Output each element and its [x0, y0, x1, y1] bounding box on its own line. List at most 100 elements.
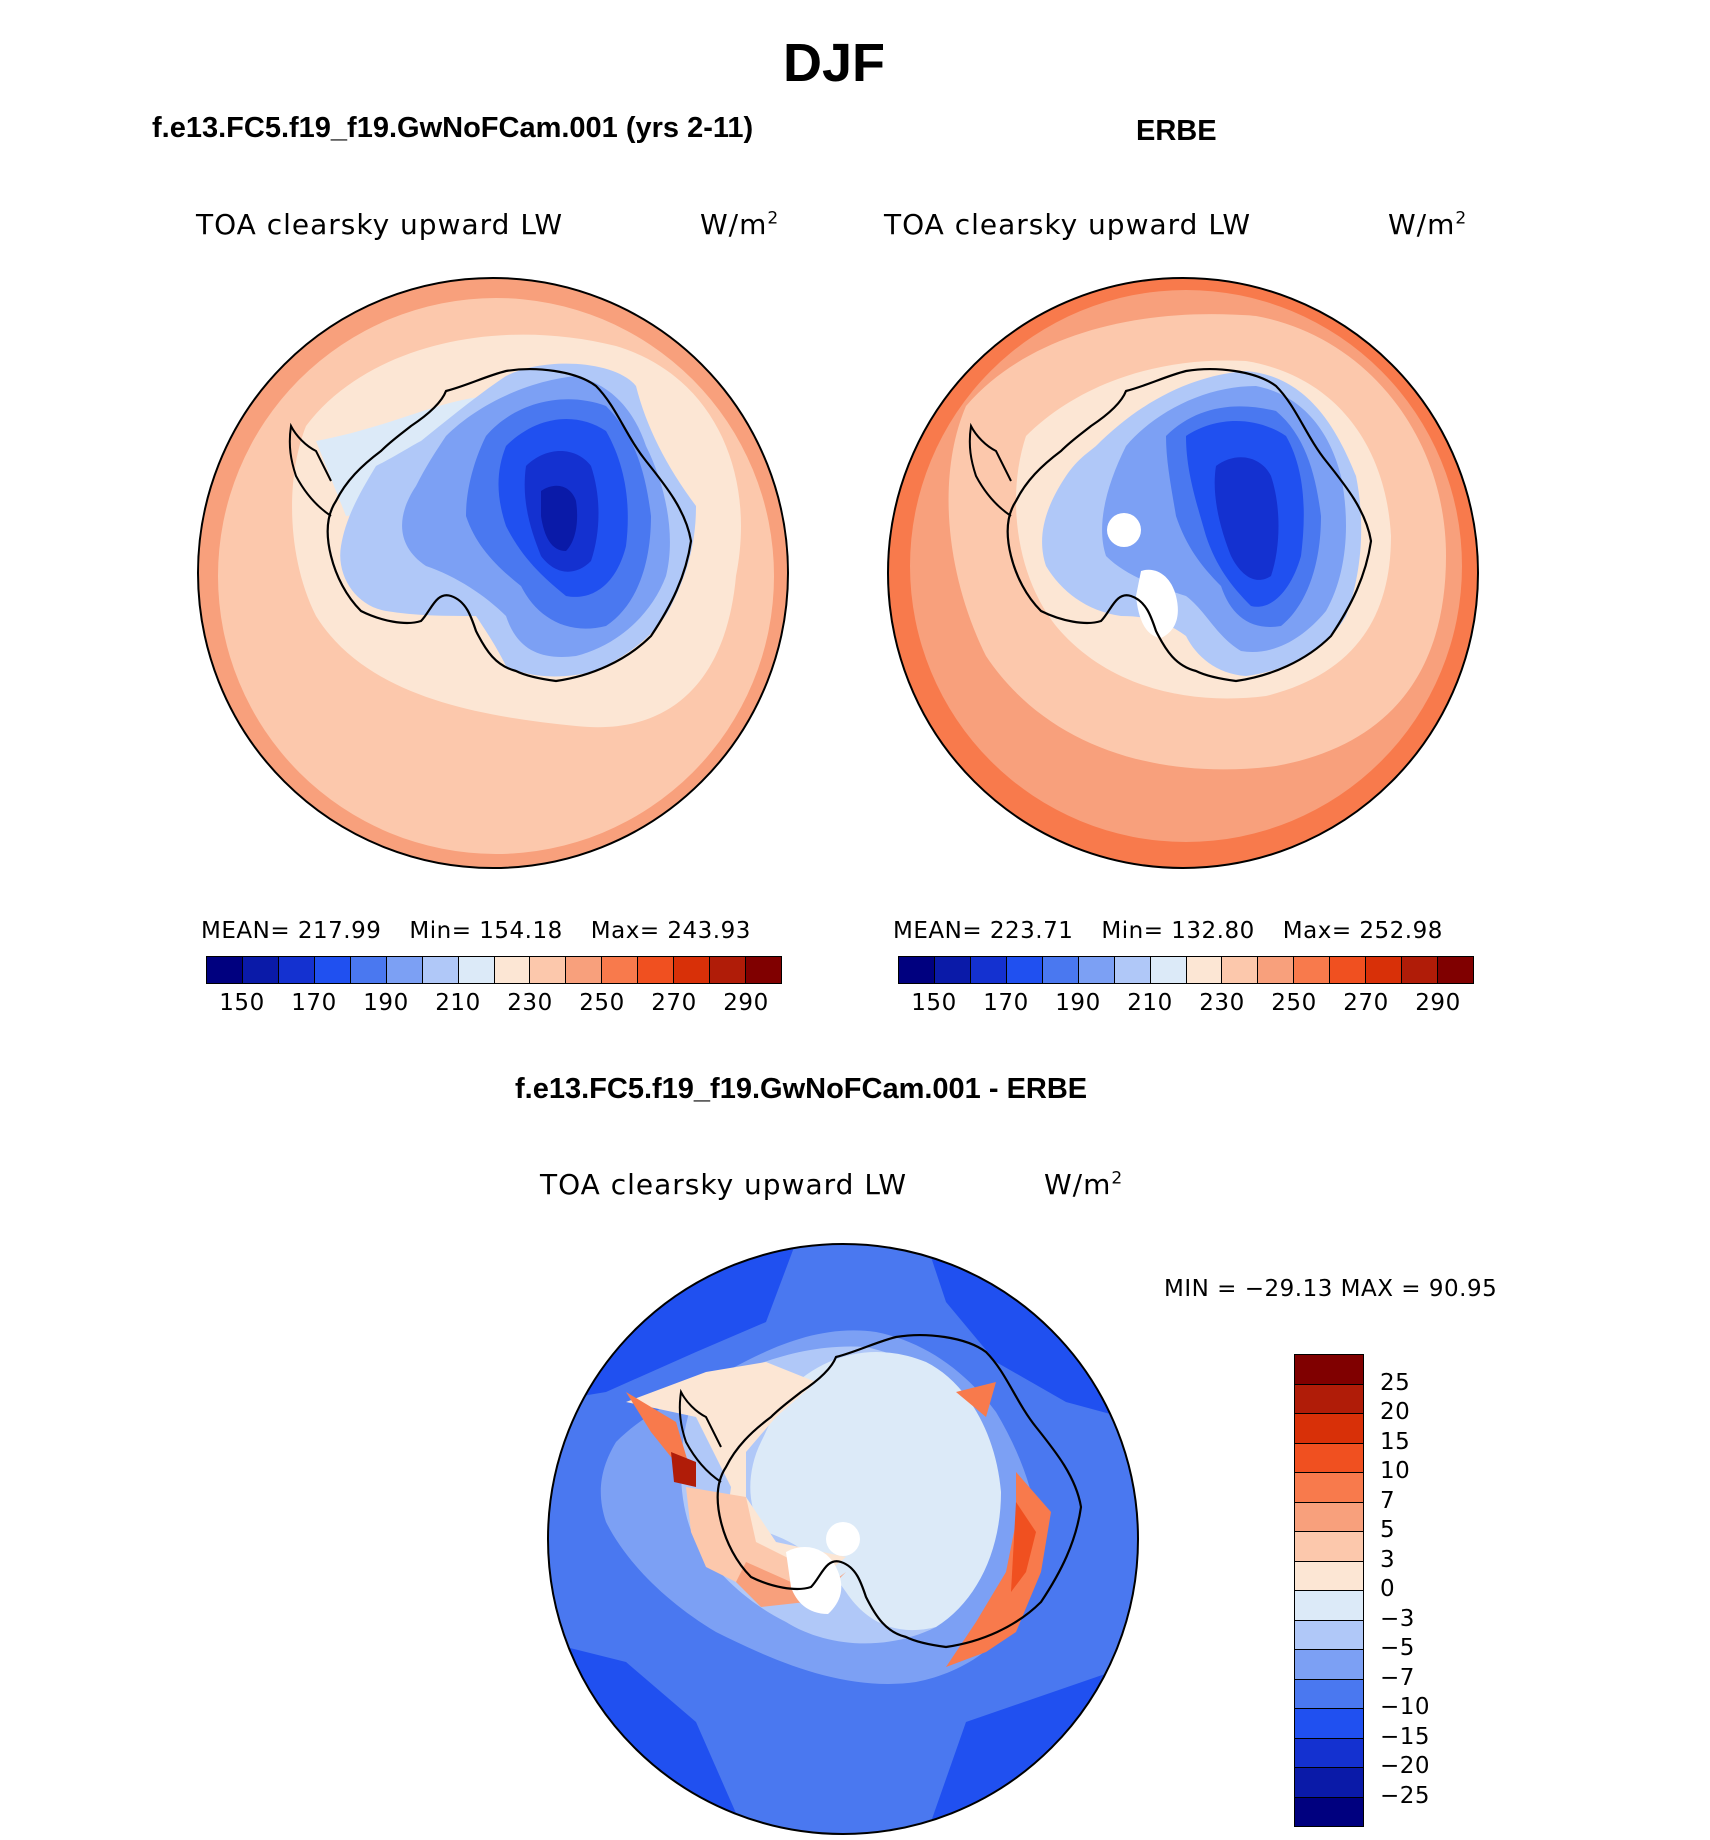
colorbar-swatch [1330, 957, 1367, 983]
colorbar-swatch [1295, 1443, 1363, 1473]
stats-obs: MEAN= 223.71 Min= 132.80 Max= 252.98 [893, 918, 1471, 944]
variable-label-diff: TOA clearsky upward LW [540, 1168, 908, 1201]
colorbar-swatch [1294, 957, 1331, 983]
colorbar-swatch [242, 957, 279, 983]
colorbar-tick-label: −5 [1380, 1635, 1415, 1661]
stat-mean: MEAN= 223.71 [893, 918, 1074, 944]
colorbar-obs: 150 170 190 210 230 250 270 290 [898, 956, 1474, 1016]
map-boundary [887, 277, 1479, 869]
colorbar-tick-label: 190 [363, 990, 409, 1016]
colorbar-swatch [934, 957, 971, 983]
units-label-model: W/m2 [700, 208, 780, 241]
colorbar-tick-label: 3 [1380, 1546, 1396, 1573]
colorbar-swatch [1006, 957, 1043, 983]
colorbar-swatches [1294, 1354, 1364, 1827]
colorbar-tick-label: −25 [1380, 1782, 1431, 1809]
colorbar-labels: 150 170 190 210 230 250 270 290 [206, 984, 782, 1016]
colorbar-tick-label: 230 [1199, 990, 1245, 1016]
colorbar-swatch [602, 957, 639, 983]
contour-band-3 [626, 1362, 846, 1597]
colorbar-swatch [970, 957, 1007, 983]
colorbar-tick-label: 150 [911, 990, 957, 1016]
colorbar-swatch [530, 957, 567, 983]
colorbar-swatch [386, 957, 423, 983]
stat-min: Min= 154.18 [409, 918, 563, 944]
colorbar-tick-label: −15 [1380, 1723, 1431, 1750]
colorbar-swatch [458, 957, 495, 983]
antarctic-peninsula-coastline [968, 422, 1012, 517]
colorbar-tick-label: 25 [1380, 1369, 1411, 1396]
colorbar-swatch [1295, 1414, 1363, 1444]
colorbar-swatch [638, 957, 675, 983]
colorbar-swatch [674, 957, 711, 983]
stat-min: Min= 132.80 [1101, 918, 1255, 944]
colorbar-swatch [899, 957, 935, 983]
colorbar-swatch [1295, 1768, 1363, 1798]
colorbar-tick-label: 190 [1055, 990, 1101, 1016]
colorbar-swatch [1150, 957, 1187, 983]
colorbar-tick-label: 150 [219, 990, 265, 1016]
antarctic-peninsula-coastline [288, 422, 332, 517]
pole-hole [826, 1522, 860, 1556]
colorbar-swatches [898, 956, 1474, 984]
polar-map-diff [547, 1243, 1139, 1835]
colorbar-labels: 150 170 190 210 230 250 270 290 [898, 984, 1474, 1016]
colorbar-swatch [1295, 1620, 1363, 1650]
colorbar-tick-label: 250 [1271, 990, 1317, 1016]
polar-map-obs [887, 277, 1479, 869]
colorbar-swatch [1295, 1502, 1363, 1532]
colorbar-tick-label: 270 [651, 990, 697, 1016]
colorbar-swatch [1295, 1650, 1363, 1680]
colorbar-tick-label: 290 [723, 990, 769, 1016]
colorbar-swatch [1402, 957, 1439, 983]
colorbar-swatch [1114, 957, 1151, 983]
colorbar-tick-label: 290 [1415, 990, 1461, 1016]
antarctica-coastline [326, 368, 693, 683]
stat-max: Max= 252.98 [1282, 918, 1443, 944]
colorbar-swatch [1295, 1473, 1363, 1503]
colorbar-swatch [278, 957, 315, 983]
colorbar-tick-label: 20 [1380, 1399, 1411, 1425]
colorbar-swatches [206, 956, 782, 984]
colorbar-swatch [1295, 1738, 1363, 1768]
colorbar-swatch [566, 957, 603, 983]
contour-band-10 [956, 1382, 996, 1417]
contour-band-minus3 [750, 1352, 1001, 1631]
colorbar-swatch [314, 957, 351, 983]
colorbar-tick-label: 0 [1380, 1576, 1396, 1602]
colorbar-swatch [494, 957, 531, 983]
contour-band-170 [1214, 457, 1279, 580]
colorbar-tick-label: 250 [579, 990, 625, 1016]
colorbar-swatch [746, 957, 781, 983]
colorbar-tick-label: 170 [983, 990, 1029, 1016]
colorbar-swatch [207, 957, 243, 983]
colorbar-swatch [1295, 1797, 1363, 1826]
colorbar-swatch [1295, 1591, 1363, 1621]
map-boundary [547, 1243, 1139, 1835]
pole-hole [1107, 513, 1141, 547]
colorbar-tick-label: 230 [507, 990, 553, 1016]
variable-label-model: TOA clearsky upward LW [196, 208, 564, 241]
colorbar-tick-label: −20 [1380, 1753, 1431, 1779]
contour-band-15 [1011, 1502, 1036, 1592]
map-boundary [197, 277, 789, 869]
diff-minmax: MIN = −29.13 MAX = 90.95 [1164, 1276, 1498, 1302]
colorbar-tick-label: 7 [1380, 1487, 1396, 1514]
colorbar-swatch [1042, 957, 1079, 983]
colorbar-tick-label: −10 [1380, 1694, 1431, 1720]
colorbar-swatch [422, 957, 459, 983]
antarctica-coastline [716, 1334, 1083, 1649]
colorbar-diff-labels: 25 20 15 10 7 5 3 0 −3 −5 −7 −10 −15 −20 −25 [1380, 1354, 1480, 1824]
colorbar-swatch [1222, 957, 1259, 983]
colorbar-tick-label: 210 [435, 990, 481, 1016]
colorbar-swatch [1295, 1355, 1363, 1385]
colorbar-swatch [1295, 1561, 1363, 1591]
stat-max: Max= 243.93 [590, 918, 751, 944]
units-label-obs: W/m2 [1388, 208, 1468, 241]
panel-title-diff: f.e13.FC5.f19_f19.GwNoFCam.001 - ERBE [515, 1073, 1088, 1105]
antarctica-coastline [1006, 368, 1373, 683]
colorbar-swatch [710, 957, 747, 983]
contour-band-10 [626, 1392, 691, 1472]
panel-title-obs: ERBE [1136, 115, 1217, 147]
colorbar-tick-label: −7 [1380, 1664, 1415, 1691]
